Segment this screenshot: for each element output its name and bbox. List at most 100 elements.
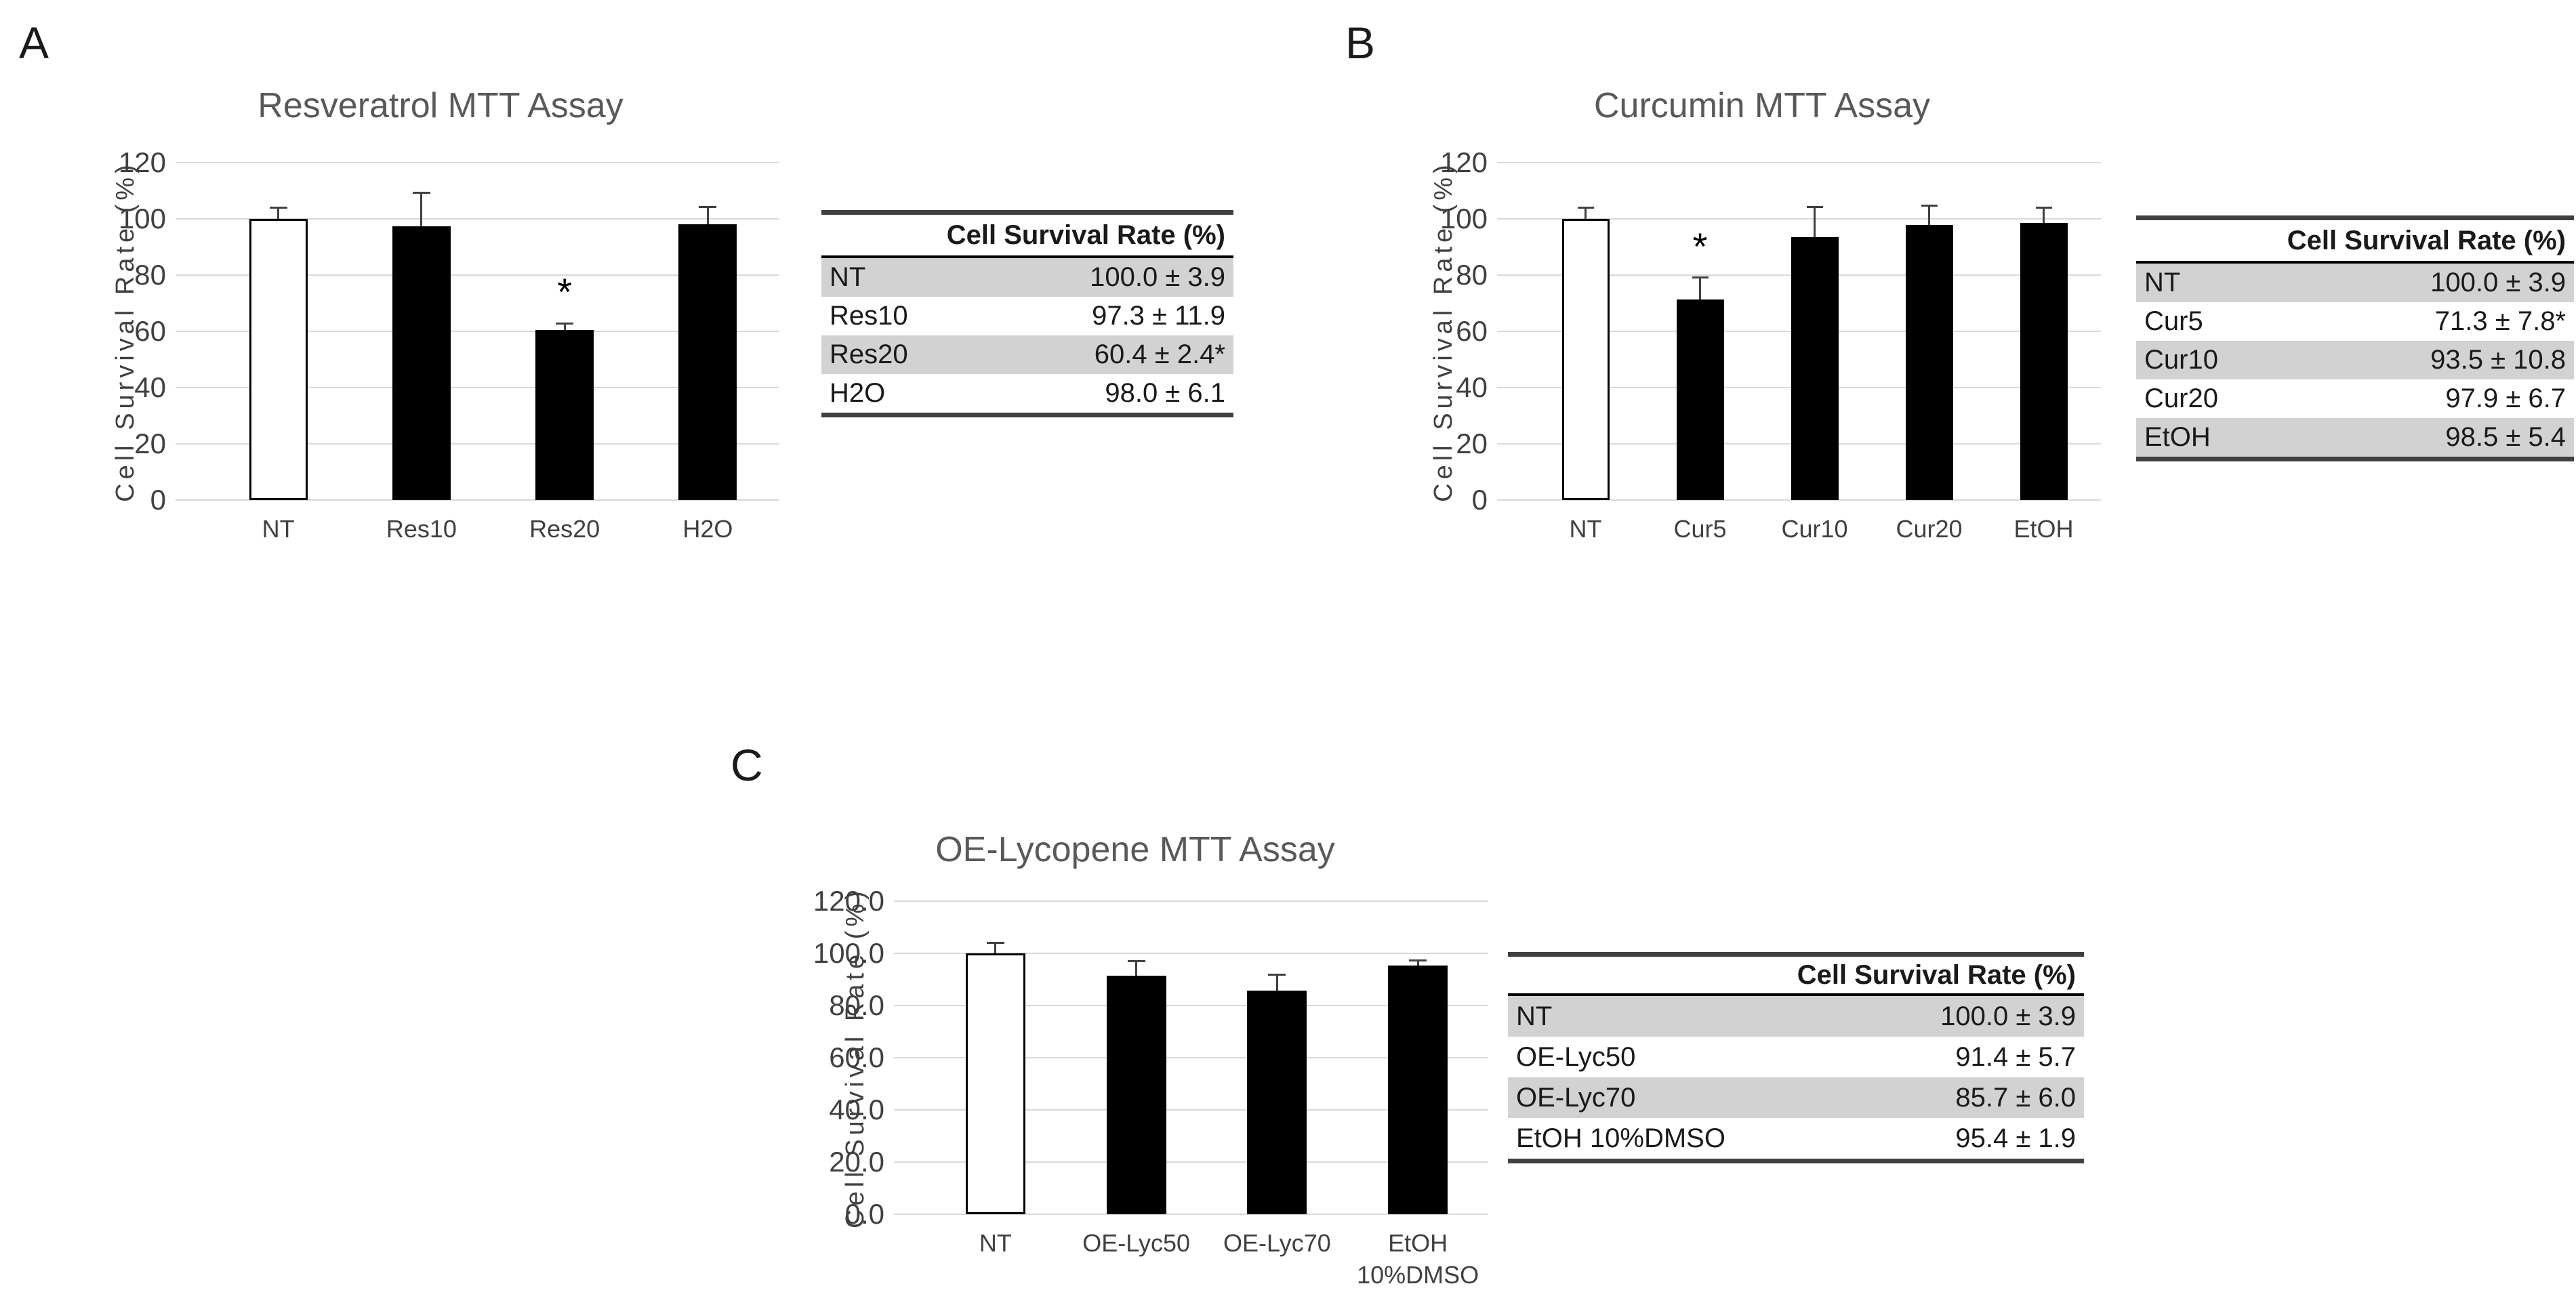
error-bar-line xyxy=(1699,277,1701,300)
x-tick-label: Res10 xyxy=(386,515,457,543)
panel-label-a: A xyxy=(19,18,49,68)
gridline xyxy=(176,331,779,332)
y-axis-title: Cell Survival Rate (%) xyxy=(1429,161,1458,502)
error-bar-cap xyxy=(412,192,430,194)
x-tick-label: EtOH 10%DMSO xyxy=(1357,1229,1479,1289)
y-axis-title: Cell Survival Rate (%) xyxy=(111,161,140,502)
x-tick-label: Cur20 xyxy=(1896,515,1963,543)
y-tick-label: 20.0 xyxy=(829,1146,884,1178)
row-label: NT xyxy=(830,262,866,292)
error-bar-cap xyxy=(1127,959,1145,962)
table-header-label: Cell Survival Rate (%) xyxy=(1797,959,2076,990)
table-row: NT 100.0 ± 3.9 xyxy=(2136,264,2574,302)
y-tick-label: 100.0 xyxy=(813,937,884,969)
row-label: Cur10 xyxy=(2144,345,2218,375)
y-tick-label: 120 xyxy=(118,146,166,178)
significance-asterisk: * xyxy=(557,270,573,314)
table-header-label: Cell Survival Rate (%) xyxy=(946,220,1225,250)
gridline xyxy=(894,900,1488,902)
gridline xyxy=(1497,499,2101,501)
bar-cur10 xyxy=(1791,236,1839,500)
error-bar-cap xyxy=(1921,205,1938,207)
row-label: EtOH 10%DMSO xyxy=(1516,1123,1725,1153)
y-tick-label: 60 xyxy=(1456,315,1488,347)
row-value: 71.3 ± 7.8* xyxy=(2434,306,2566,336)
error-bar-line xyxy=(1135,961,1138,976)
error-bar-line xyxy=(1585,207,1587,219)
error-bar-line xyxy=(277,207,280,219)
bar-h2o xyxy=(678,224,737,500)
row-value: 91.4 ± 5.7 xyxy=(1955,1041,2076,1072)
table-row: Res10 97.3 ± 11.9 xyxy=(821,297,1233,335)
gridline xyxy=(894,1214,1488,1215)
gridline xyxy=(1497,274,2101,276)
row-label: OE-Lyc70 xyxy=(1516,1082,1636,1113)
bar-cur20 xyxy=(1905,224,1953,500)
x-tick-label: OE-Lyc70 xyxy=(1223,1229,1331,1257)
table-row: Cur20 97.9 ± 6.7 xyxy=(2136,379,2574,418)
y-tick-label: 80.0 xyxy=(829,989,884,1021)
row-label: NT xyxy=(1516,1001,1553,1031)
panel-label-c: C xyxy=(731,740,763,790)
bar-nt xyxy=(249,219,308,500)
gridline xyxy=(894,953,1488,954)
error-bar-cap xyxy=(556,322,574,325)
row-value: 93.5 ± 10.8 xyxy=(2430,345,2566,375)
error-bar-line xyxy=(706,207,709,225)
bar-res20 xyxy=(535,330,594,500)
y-tick-label: 120.0 xyxy=(813,885,884,917)
error-bar-line xyxy=(1416,960,1419,966)
panel-label-b: B xyxy=(1345,18,1376,68)
error-bar-line xyxy=(994,942,997,953)
y-tick-label: 100 xyxy=(118,203,166,234)
bar-nt xyxy=(965,953,1025,1214)
error-bar-line xyxy=(2043,207,2045,224)
gridline xyxy=(1497,331,2101,332)
bar-etoh xyxy=(2020,223,2068,500)
table-header-row: Cell Survival Rate (%) xyxy=(2136,220,2574,264)
row-value: 97.3 ± 11.9 xyxy=(1092,301,1225,331)
error-bar-line xyxy=(1928,205,1930,225)
gridline xyxy=(176,443,779,444)
y-tick-label: 40 xyxy=(134,371,166,403)
error-bar-cap xyxy=(1409,959,1427,961)
row-label: Cur5 xyxy=(2144,306,2203,336)
table-row: Res20 60.4 ± 2.4* xyxy=(821,335,1233,374)
x-tick-label: OE-Lyc50 xyxy=(1082,1229,1190,1257)
y-tick-label: 80 xyxy=(1456,259,1488,291)
table-resveratrol-survival: Cell Survival Rate (%) NT 100.0 ± 3.9 Res10… xyxy=(821,210,1233,417)
error-bar-cap xyxy=(2035,207,2052,209)
x-tick-label: Cur10 xyxy=(1781,515,1848,543)
row-value: 85.7 ± 6.0 xyxy=(1955,1082,2076,1113)
error-bar-cap xyxy=(1268,974,1286,976)
error-bar-line xyxy=(420,192,423,227)
table-row: NT 100.0 ± 3.9 xyxy=(821,258,1233,297)
bar-etoh xyxy=(1388,965,1448,1214)
bar-oe-lyc50 xyxy=(1106,976,1166,1214)
row-value: 100.0 ± 3.9 xyxy=(1090,262,1225,292)
gridline xyxy=(894,1109,1488,1111)
row-label: Res10 xyxy=(830,301,908,331)
row-label: H2O xyxy=(830,378,886,408)
y-tick-label: 0 xyxy=(150,484,166,516)
gridline xyxy=(1497,443,2101,444)
row-value: 95.4 ± 1.9 xyxy=(1955,1123,2076,1153)
table-header-row: Cell Survival Rate (%) xyxy=(821,215,1233,258)
table-curcumin-survival: Cell Survival Rate (%) NT 100.0 ± 3.9 Cur5 7… xyxy=(2136,215,2574,461)
row-label: NT xyxy=(2144,268,2181,297)
gridline xyxy=(894,1005,1488,1006)
row-value: 98.0 ± 6.1 xyxy=(1105,378,1225,408)
x-tick-label: NT xyxy=(262,515,295,543)
error-bar-cap xyxy=(269,207,287,209)
gridline xyxy=(176,499,779,501)
bar-oe-lyc70 xyxy=(1247,991,1307,1214)
table-row: H2O 98.0 ± 6.1 xyxy=(821,374,1233,413)
gridline xyxy=(894,1057,1488,1058)
row-label: Res20 xyxy=(830,339,908,369)
y-tick-label: 60.0 xyxy=(829,1041,884,1073)
table-header-label: Cell Survival Rate (%) xyxy=(2287,225,2566,255)
row-value: 97.9 ± 6.7 xyxy=(2445,384,2566,413)
table-row: EtOH 98.5 ± 5.4 xyxy=(2136,418,2574,457)
